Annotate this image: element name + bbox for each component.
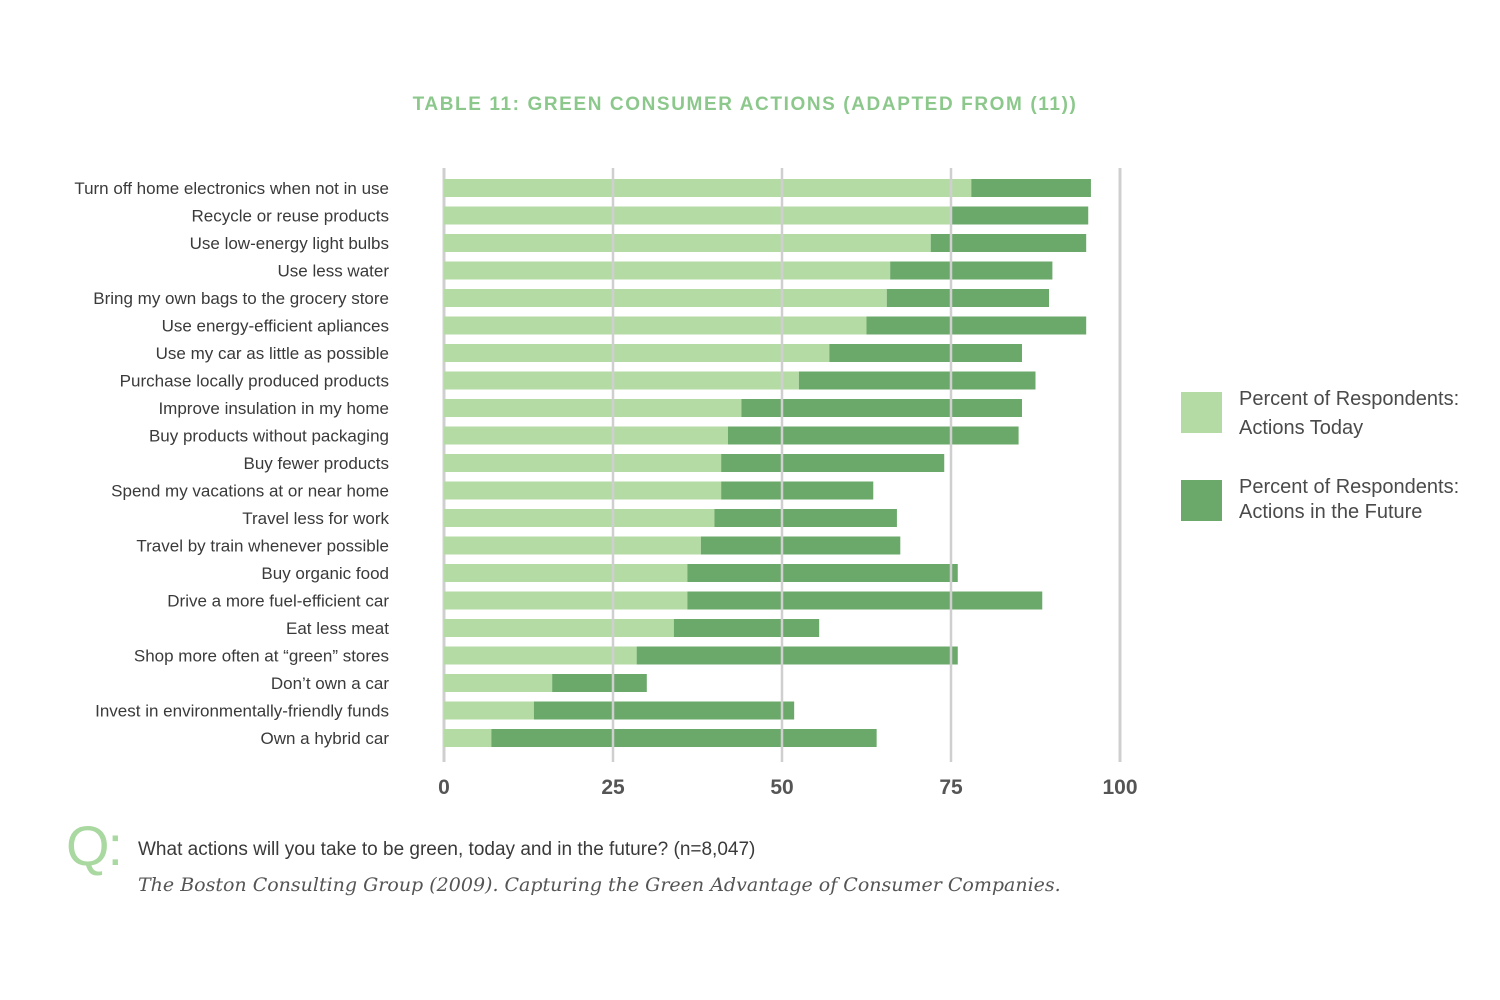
bar-future-2 [930, 234, 1087, 252]
bar-future-16 [673, 619, 820, 637]
bar-today-3 [444, 261, 891, 280]
bar-today-20 [444, 729, 492, 747]
bar-future-8 [741, 399, 1022, 417]
category-label: Eat less meat [286, 619, 389, 638]
bar-today-8 [444, 399, 742, 417]
source-citation: The Boston Consulting Group (2009). Capt… [138, 874, 1061, 896]
bar-future-20 [491, 729, 877, 747]
bar-today-16 [444, 619, 674, 637]
bar-future-14 [687, 564, 958, 582]
bar-today-7 [444, 371, 799, 390]
bar-future-12 [714, 509, 897, 527]
x-tick-label: 100 [1102, 776, 1137, 799]
category-label: Don’t own a car [271, 674, 389, 693]
category-label: Own a hybrid car [261, 729, 390, 748]
category-label: Spend my vacations at or near home [111, 482, 389, 501]
question-text: What actions will you take to be green, … [138, 839, 756, 860]
category-label: Buy products without packaging [149, 427, 389, 446]
bar-today-13 [444, 536, 701, 555]
bar-today-19 [444, 701, 534, 720]
category-label: Recycle or reuse products [192, 207, 389, 226]
category-label: Use less water [278, 262, 390, 281]
category-label: Bring my own bags to the grocery store [93, 289, 389, 308]
bar-future-6 [829, 344, 1022, 362]
bar-future-11 [721, 481, 874, 500]
bar-future-5 [866, 316, 1087, 335]
bar-today-10 [444, 454, 722, 472]
x-tick-label: 75 [939, 776, 963, 799]
category-label: Drive a more fuel-efficient car [167, 592, 389, 611]
bar-today-2 [444, 234, 931, 252]
bar-today-9 [444, 426, 728, 445]
bar-future-0 [971, 179, 1091, 197]
bar-today-15 [444, 591, 688, 610]
bar-future-3 [890, 261, 1053, 280]
bar-future-10 [721, 454, 945, 472]
bar-today-18 [444, 674, 553, 692]
bar-today-17 [444, 646, 637, 665]
bar-future-4 [886, 289, 1050, 307]
legend-label-line2: Actions in the Future [1239, 501, 1422, 523]
category-label: Travel by train whenever possible [136, 537, 389, 556]
bar-today-6 [444, 344, 830, 362]
bar-today-11 [444, 481, 722, 500]
x-tick-label: 0 [438, 776, 450, 799]
bar-today-12 [444, 509, 715, 527]
chart-title: TABLE 11: GREEN CONSUMER ACTIONS (ADAPTE… [412, 94, 1078, 115]
bar-future-15 [687, 591, 1043, 610]
legend-swatch-future [1181, 480, 1222, 521]
legend-label-line1: Percent of Respondents: [1239, 476, 1459, 498]
bars [444, 168, 1091, 762]
x-tick-label: 25 [601, 776, 625, 799]
bar-future-1 [951, 206, 1089, 225]
legend-label-line1: Percent of Respondents: [1239, 388, 1459, 410]
category-label: Improve insulation in my home [158, 399, 389, 418]
legend-swatch-today [1181, 392, 1222, 433]
bar-today-4 [444, 289, 887, 307]
legend: Percent of Respondents: Actions Today Perc… [1181, 388, 1459, 523]
x-axis-ticks: 0 25 50 75 100 [438, 776, 1137, 799]
bar-future-17 [636, 646, 958, 665]
bar-today-0 [444, 179, 972, 197]
bar-chart: Turn off home electronics when not in us… [74, 168, 1459, 799]
category-label: Buy fewer products [243, 454, 389, 473]
category-label: Turn off home electronics when not in us… [74, 179, 389, 198]
q-mark: Q: [66, 814, 123, 877]
x-tick-label: 50 [770, 776, 793, 799]
bar-future-19 [533, 701, 795, 720]
bar-today-5 [444, 316, 867, 335]
category-label: Purchase locally produced products [120, 372, 389, 391]
bar-future-18 [552, 674, 647, 692]
category-label: Use my car as little as possible [156, 344, 389, 363]
category-label: Shop more often at “green” stores [134, 647, 389, 666]
legend-label-line2: Actions Today [1239, 417, 1363, 439]
category-label: Use low-energy light bulbs [190, 234, 389, 253]
bar-future-7 [798, 371, 1036, 390]
bar-today-14 [444, 564, 688, 582]
category-label: Buy organic food [261, 564, 389, 583]
bar-future-13 [700, 536, 901, 555]
bar-today-1 [444, 206, 951, 225]
category-labels: Turn off home electronics when not in us… [74, 179, 389, 748]
category-label: Use energy-efficient apliances [162, 317, 389, 336]
category-label: Invest in environmentally-friendly funds [95, 702, 389, 721]
category-label: Travel less for work [242, 509, 389, 528]
bar-future-9 [727, 426, 1019, 445]
